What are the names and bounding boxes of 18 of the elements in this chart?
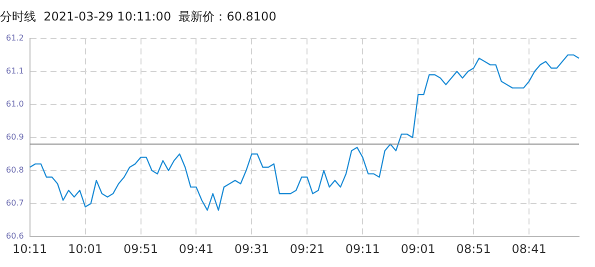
x-tick-label: 08:41	[512, 242, 546, 256]
y-tick-label: 61.1	[6, 66, 24, 76]
y-tick-label: 60.6	[6, 232, 24, 241]
x-tick-label: 08:51	[456, 242, 491, 256]
x-tick-label: 09:31	[234, 242, 270, 256]
x-tick-label: 09:01	[400, 242, 436, 256]
y-tick-label: 60.7	[6, 198, 24, 208]
y-tick-label: 60.9	[6, 132, 24, 142]
x-tick-label: 09:51	[123, 242, 158, 256]
x-tick-label: 10:01	[68, 242, 103, 256]
chart-title: 分时线 2021-03-29 10:11:00 最新价：60.8100	[0, 9, 276, 24]
y-tick-label: 60.8	[6, 166, 24, 175]
x-tick-label: 09:11	[345, 242, 380, 256]
x-tick-label: 10:11	[12, 242, 48, 256]
x-tick-label: 09:21	[290, 242, 324, 256]
y-tick-label: 61.0	[6, 100, 24, 109]
y-tick-label: 61.2	[6, 33, 24, 42]
x-tick-label: 09:41	[178, 242, 214, 256]
